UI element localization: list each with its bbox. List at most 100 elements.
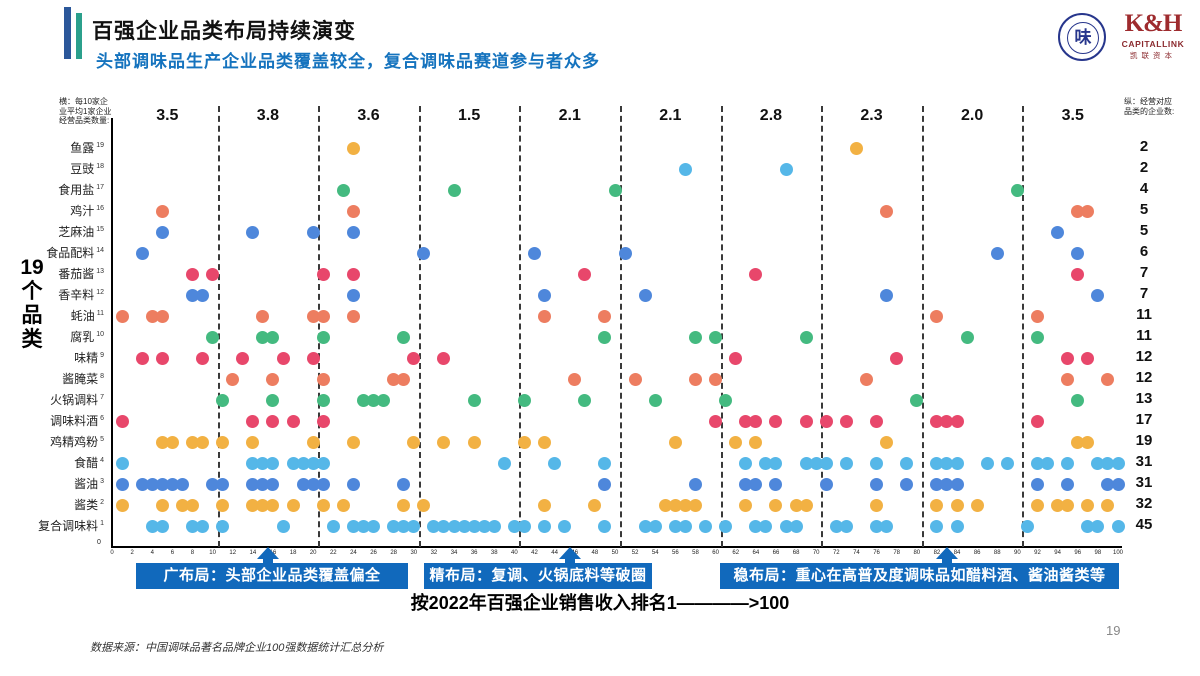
data-point bbox=[1041, 456, 1055, 470]
data-point bbox=[1081, 435, 1095, 449]
category-name: 食用盐 bbox=[58, 183, 95, 197]
data-point bbox=[417, 498, 431, 512]
category-index: 19 bbox=[96, 142, 104, 149]
category-name: 味精 bbox=[74, 351, 99, 365]
data-point bbox=[266, 393, 280, 407]
data-point bbox=[246, 498, 260, 512]
x-axis-tick-label: 70 bbox=[812, 550, 820, 556]
data-point bbox=[236, 351, 250, 365]
data-point bbox=[1071, 435, 1085, 449]
decile-separator bbox=[720, 106, 723, 547]
category-name: 番茄酱 bbox=[58, 267, 95, 281]
x-axis-tick-label: 30 bbox=[410, 550, 418, 556]
data-point bbox=[1031, 498, 1045, 512]
x-axis-tick-label: 52 bbox=[631, 550, 639, 556]
data-point bbox=[829, 519, 843, 533]
data-point bbox=[769, 414, 783, 428]
x-axis-title: 按2022年百强企业销售收入排名1————>100 bbox=[410, 593, 790, 613]
data-point bbox=[739, 498, 753, 512]
data-point bbox=[1061, 372, 1075, 386]
accent-bar-teal bbox=[76, 13, 82, 59]
data-point bbox=[880, 204, 894, 218]
x-axis-tick-label: 98 bbox=[1094, 550, 1102, 556]
data-point bbox=[598, 519, 612, 533]
data-point bbox=[367, 519, 381, 533]
data-point bbox=[346, 435, 360, 449]
category-company-count: 17 bbox=[1135, 411, 1153, 428]
data-point bbox=[346, 267, 360, 281]
up-arrow-icon bbox=[262, 558, 273, 566]
data-point bbox=[437, 435, 451, 449]
data-point bbox=[598, 456, 612, 470]
category-index: 18 bbox=[96, 163, 104, 170]
x-axis-tick-label: 24 bbox=[350, 550, 357, 556]
data-point bbox=[306, 309, 320, 323]
data-point bbox=[165, 435, 179, 449]
category-label: 火锅调料 7 bbox=[0, 391, 104, 408]
data-point bbox=[256, 309, 270, 323]
data-point bbox=[346, 288, 360, 302]
data-point bbox=[749, 267, 763, 281]
data-point bbox=[437, 519, 451, 533]
data-point bbox=[306, 477, 320, 491]
data-point bbox=[870, 498, 884, 512]
x-axis-definition-note: 横：每10家企 业平均1家企业 经营品类数量: bbox=[59, 97, 112, 125]
data-point bbox=[839, 414, 853, 428]
data-point bbox=[950, 414, 964, 428]
data-point bbox=[688, 330, 702, 344]
data-point bbox=[216, 393, 230, 407]
data-point bbox=[688, 498, 702, 512]
decile-separator bbox=[519, 106, 522, 547]
data-point bbox=[246, 414, 260, 428]
data-point bbox=[849, 141, 863, 155]
data-point bbox=[316, 498, 330, 512]
data-point bbox=[789, 498, 803, 512]
data-point bbox=[900, 456, 914, 470]
category-label: 酱类 2 bbox=[0, 496, 104, 513]
decile-separator bbox=[418, 106, 421, 547]
category-label: 酱腌菜 8 bbox=[0, 370, 104, 387]
x-axis-tick-label: 12 bbox=[229, 550, 237, 556]
x-axis-tick-label: 20 bbox=[309, 550, 317, 556]
decile-separator bbox=[620, 106, 623, 547]
category-index: 9 bbox=[100, 352, 104, 359]
data-point bbox=[115, 309, 129, 323]
data-point bbox=[336, 183, 350, 197]
data-point bbox=[316, 414, 330, 428]
data-point bbox=[155, 477, 169, 491]
x-axis-tick-label: 60 bbox=[712, 550, 719, 556]
data-point bbox=[447, 519, 461, 533]
data-point bbox=[678, 162, 692, 176]
data-point bbox=[216, 498, 230, 512]
category-label: 鸡汁 16 bbox=[0, 202, 104, 219]
data-point bbox=[155, 225, 169, 239]
data-point bbox=[1081, 498, 1095, 512]
data-point bbox=[668, 519, 682, 533]
category-company-count: 12 bbox=[1135, 348, 1153, 365]
x-axis-tick-label: 88 bbox=[993, 550, 1001, 556]
y-axis-definition-note: 纵：经营对应 品类的企业数: bbox=[1124, 97, 1175, 116]
data-point bbox=[1061, 351, 1075, 365]
data-point bbox=[276, 519, 290, 533]
data-point bbox=[1091, 288, 1105, 302]
data-point bbox=[950, 519, 964, 533]
data-point bbox=[1111, 519, 1125, 533]
data-point bbox=[427, 519, 441, 533]
data-point bbox=[115, 456, 129, 470]
x-axis-tick-label: 8 bbox=[190, 550, 195, 556]
data-point bbox=[860, 372, 873, 386]
x-axis-tick-label: 66 bbox=[772, 550, 780, 556]
data-point bbox=[799, 456, 813, 470]
data-point bbox=[1061, 477, 1075, 491]
data-point bbox=[115, 414, 129, 428]
x-axis-tick-label: 6 bbox=[170, 550, 175, 556]
data-point bbox=[246, 435, 260, 449]
data-point bbox=[628, 372, 642, 386]
data-point bbox=[870, 456, 884, 470]
category-index: 8 bbox=[100, 373, 104, 380]
data-point bbox=[316, 330, 330, 344]
data-point bbox=[739, 414, 753, 428]
category-index: 12 bbox=[96, 289, 104, 296]
data-point bbox=[749, 414, 763, 428]
